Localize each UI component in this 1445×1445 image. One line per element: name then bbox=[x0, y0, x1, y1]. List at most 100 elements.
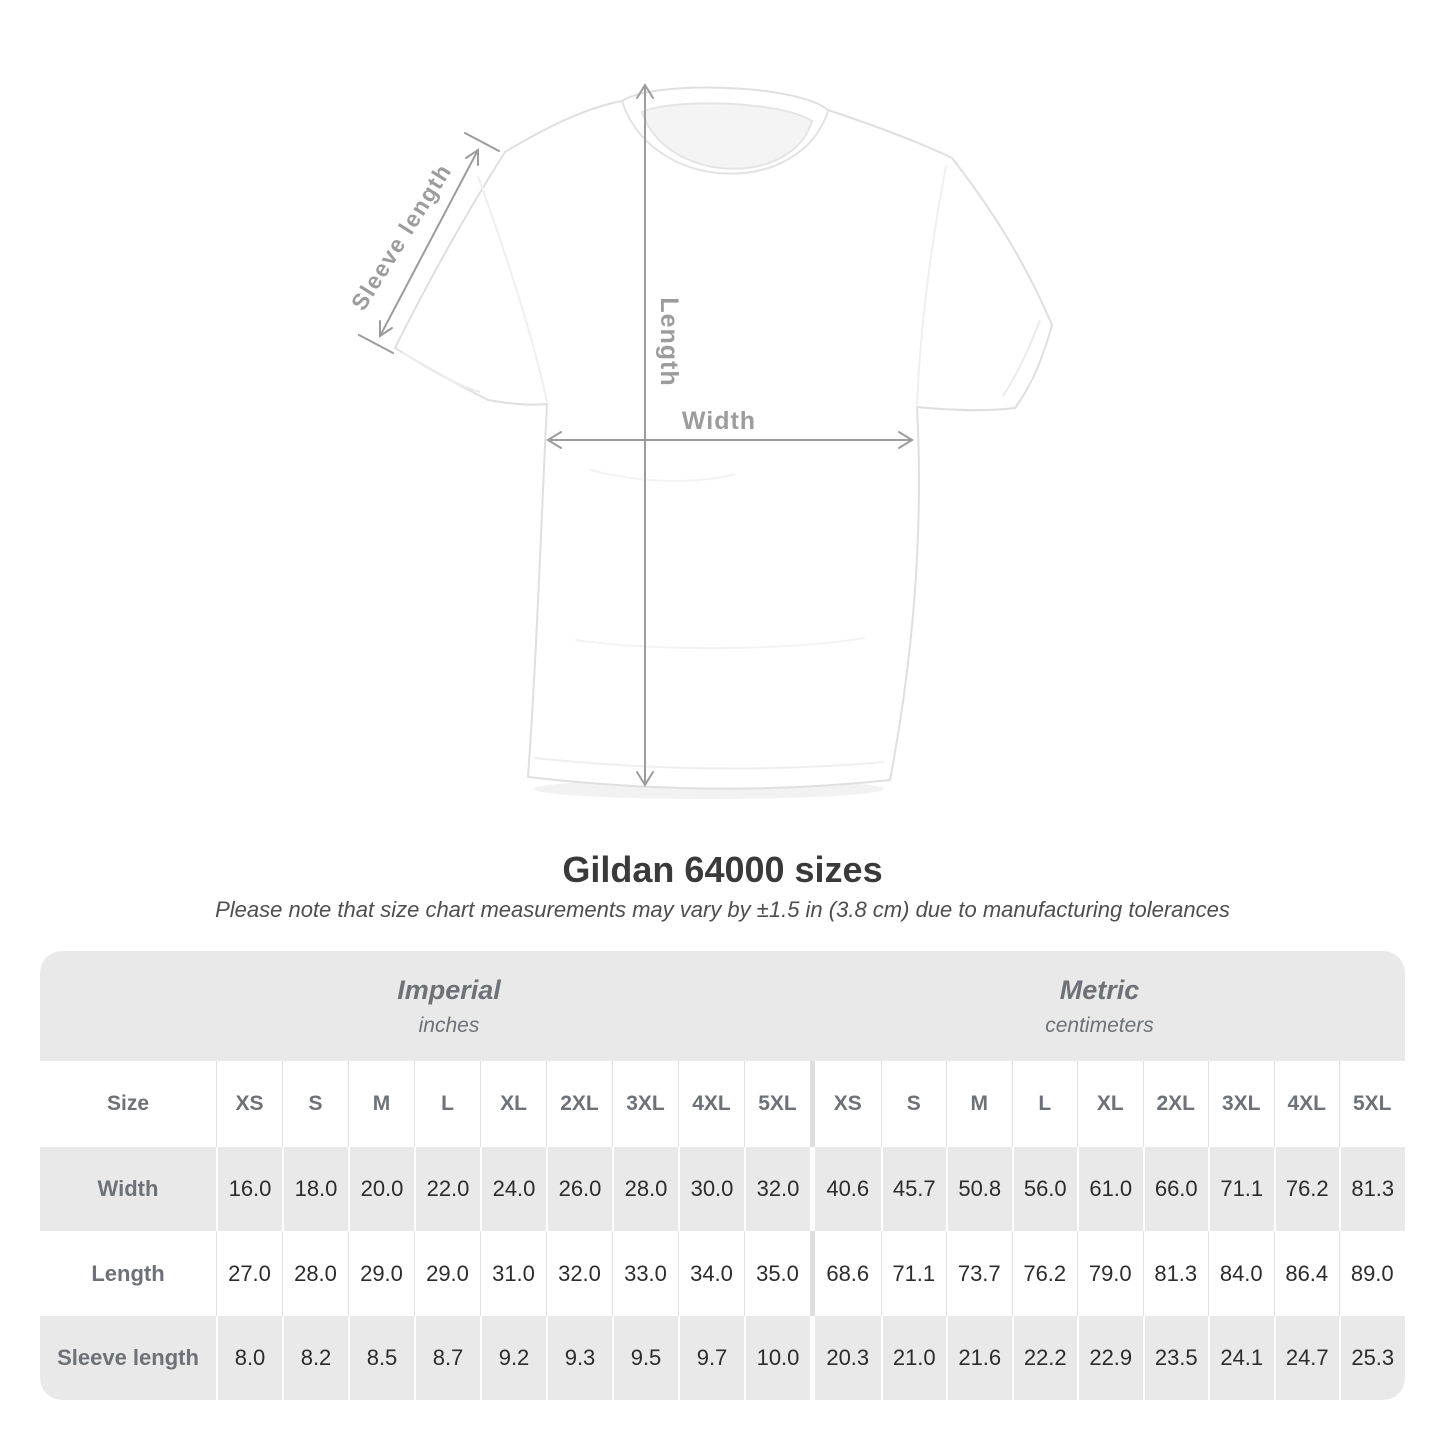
cell-value: 24.1 bbox=[1208, 1316, 1274, 1400]
cell-value: 21.6 bbox=[946, 1316, 1012, 1400]
cell-value: 21.0 bbox=[880, 1316, 946, 1400]
cell-value: 81.3 bbox=[1339, 1147, 1405, 1231]
cell-value: 29.0 bbox=[348, 1231, 414, 1316]
cell-value: 8.0 bbox=[216, 1316, 282, 1400]
cell-value: 28.0 bbox=[612, 1147, 678, 1231]
size-header: M bbox=[348, 1061, 414, 1147]
section-divider bbox=[810, 1147, 815, 1231]
cell-value: 56.0 bbox=[1011, 1147, 1077, 1231]
row-label: Sleeve length bbox=[40, 1316, 216, 1400]
row-label: Length bbox=[91, 1260, 165, 1286]
size-header: L bbox=[1011, 1061, 1078, 1147]
cell-value: 81.3 bbox=[1142, 1231, 1209, 1316]
page-title: Gildan 64000 sizes bbox=[562, 849, 883, 890]
cell-value: 8.2 bbox=[282, 1316, 348, 1400]
length-arrow-label: Length bbox=[655, 297, 683, 386]
cell-value: 32.0 bbox=[744, 1147, 810, 1231]
cell-value: 20.0 bbox=[348, 1147, 414, 1231]
right-sleeve-seam bbox=[916, 165, 947, 406]
hem-seam bbox=[533, 757, 885, 770]
cell-value: 23.5 bbox=[1142, 1316, 1208, 1400]
cell-value: 76.2 bbox=[1011, 1231, 1078, 1316]
cell-value: 31.0 bbox=[480, 1231, 546, 1316]
cell-value: 25.3 bbox=[1339, 1316, 1405, 1400]
cell-value: 8.7 bbox=[414, 1316, 480, 1400]
cell-value: 86.4 bbox=[1273, 1231, 1340, 1316]
cell-value: 40.6 bbox=[815, 1147, 881, 1231]
cell-value: 10.0 bbox=[744, 1316, 810, 1400]
cell-value: 45.7 bbox=[880, 1147, 946, 1231]
section-divider bbox=[810, 1061, 815, 1147]
cell-value: 28.0 bbox=[282, 1231, 348, 1316]
cell-value: 35.0 bbox=[744, 1231, 810, 1316]
tshirt-diagram: Length Width Sleeve length bbox=[346, 83, 1053, 799]
imperial-group-header: Imperial inches bbox=[40, 951, 810, 1061]
size-table: Imperial inches Metric centimeters Size … bbox=[40, 951, 1405, 1400]
cell-value: 71.1 bbox=[880, 1231, 947, 1316]
length-arrow bbox=[636, 83, 654, 787]
metric-group-header: Metric centimeters bbox=[810, 951, 1405, 1061]
size-header: M bbox=[946, 1061, 1012, 1147]
unit-group-header: Imperial inches Metric centimeters bbox=[40, 951, 1405, 1061]
cell-value: 26.0 bbox=[546, 1147, 612, 1231]
size-header: S bbox=[282, 1061, 348, 1147]
cell-value: 61.0 bbox=[1077, 1147, 1143, 1231]
cell-value: 73.7 bbox=[946, 1231, 1012, 1316]
collar-ribbing bbox=[621, 100, 829, 175]
cell-value: 18.0 bbox=[282, 1147, 348, 1231]
size-header: XS bbox=[216, 1061, 282, 1147]
cell-value: 66.0 bbox=[1142, 1147, 1208, 1231]
size-header: 3XL bbox=[1208, 1061, 1274, 1147]
cell-value: 84.0 bbox=[1208, 1231, 1274, 1316]
row-label: Width bbox=[40, 1147, 216, 1231]
size-header: 5XL bbox=[744, 1061, 810, 1147]
wrinkle-line bbox=[574, 637, 866, 650]
size-column-header: Size bbox=[106, 1092, 150, 1115]
metric-unit: centimeters bbox=[1045, 1013, 1154, 1037]
size-header: XS bbox=[833, 1092, 862, 1115]
cell-value: 34.0 bbox=[678, 1231, 744, 1316]
cell-value: 27.0 bbox=[216, 1231, 282, 1316]
cell-value: 89.0 bbox=[1339, 1231, 1405, 1316]
width-arrow bbox=[546, 431, 914, 449]
cell-value: 22.2 bbox=[1011, 1316, 1077, 1400]
size-header: 4XL bbox=[678, 1061, 744, 1147]
cell-value: 20.3 bbox=[815, 1316, 881, 1400]
right-cuff-seam bbox=[1002, 319, 1041, 397]
cell-value: 24.0 bbox=[480, 1147, 546, 1231]
metric-label: Metric bbox=[1059, 974, 1140, 1005]
wrinkle-line bbox=[589, 469, 736, 483]
cell-value: 79.0 bbox=[1077, 1231, 1143, 1316]
size-header: 5XL bbox=[1339, 1061, 1405, 1147]
size-header: XL bbox=[480, 1061, 546, 1147]
left-sleeve-seam bbox=[477, 175, 548, 403]
cell-value: 71.1 bbox=[1208, 1147, 1274, 1231]
cell-value: 68.6 bbox=[826, 1260, 870, 1286]
imperial-unit: inches bbox=[418, 1013, 480, 1037]
cell-value: 8.5 bbox=[348, 1316, 414, 1400]
imperial-label: Imperial bbox=[397, 974, 501, 1005]
sleeve-length-arrow bbox=[358, 132, 500, 354]
cell-value: 50.8 bbox=[946, 1147, 1012, 1231]
size-header: 2XL bbox=[546, 1061, 612, 1147]
size-header: XL bbox=[1077, 1061, 1143, 1147]
cell-value: 22.9 bbox=[1077, 1316, 1143, 1400]
size-header-row: Size XS S M L XL 2XL 3XL 4XL 5XL XS S M … bbox=[40, 1061, 1405, 1147]
cell-value: 9.3 bbox=[546, 1316, 612, 1400]
cell-value: 29.0 bbox=[414, 1231, 480, 1316]
cell-value: 33.0 bbox=[612, 1231, 678, 1316]
size-header: 4XL bbox=[1273, 1061, 1340, 1147]
table-row-length: Length 27.0 28.0 29.0 29.0 31.0 32.0 33.… bbox=[40, 1231, 1405, 1316]
collar-opening bbox=[640, 102, 814, 170]
cell-value: 24.7 bbox=[1273, 1316, 1339, 1400]
section-divider bbox=[810, 1231, 815, 1316]
left-cuff-seam bbox=[401, 351, 481, 393]
cell-value: 9.2 bbox=[480, 1316, 546, 1400]
section-divider bbox=[810, 1316, 815, 1400]
cell-value: 9.7 bbox=[678, 1316, 744, 1400]
cell-value: 76.2 bbox=[1273, 1147, 1339, 1231]
tolerance-note: Please note that size chart measurements… bbox=[215, 897, 1230, 922]
cell-value: 22.0 bbox=[414, 1147, 480, 1231]
cell-value: 16.0 bbox=[216, 1147, 282, 1231]
